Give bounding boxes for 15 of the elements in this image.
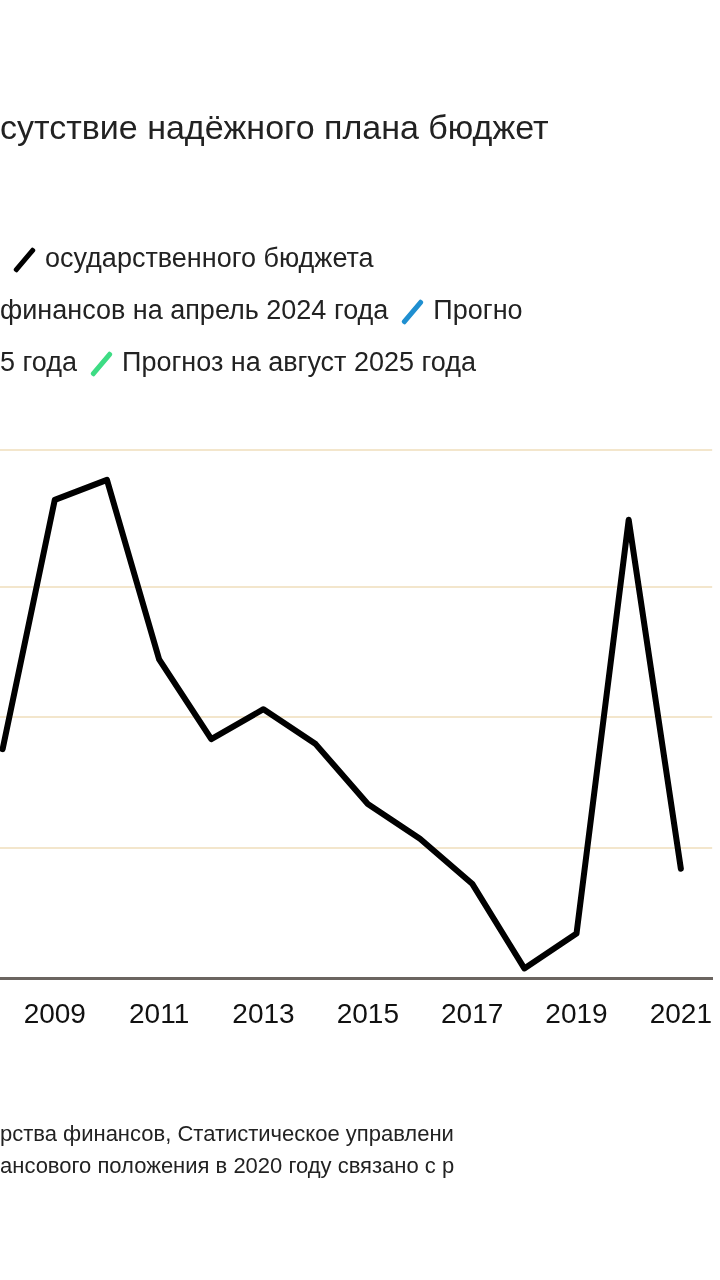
x-tick-label: 2017: [441, 997, 504, 1029]
legend-label: Прогноз на август 2025 года: [120, 347, 476, 377]
x-tick-label: 2011: [129, 997, 190, 1029]
chart-title: сутствие надёжного плана бюджет: [0, 108, 549, 147]
x-tick-label: 2015: [336, 997, 399, 1029]
text: ансового положения в 2020 году связано с р: [0, 1152, 455, 1180]
text: рства финансов, Статистическое управлени: [0, 1120, 455, 1148]
legend-label: осударственного бюджета: [44, 243, 374, 273]
x-tick-label: 2021: [649, 997, 712, 1029]
legend-label: Прогно: [432, 295, 523, 325]
text: 5 года: [0, 347, 77, 377]
x-tick-label: 2009: [23, 997, 86, 1029]
x-tick-label: 2013: [232, 997, 295, 1029]
text: финансов на апрель 2024 года: [0, 295, 389, 325]
x-tick-label: 2019: [545, 997, 608, 1029]
